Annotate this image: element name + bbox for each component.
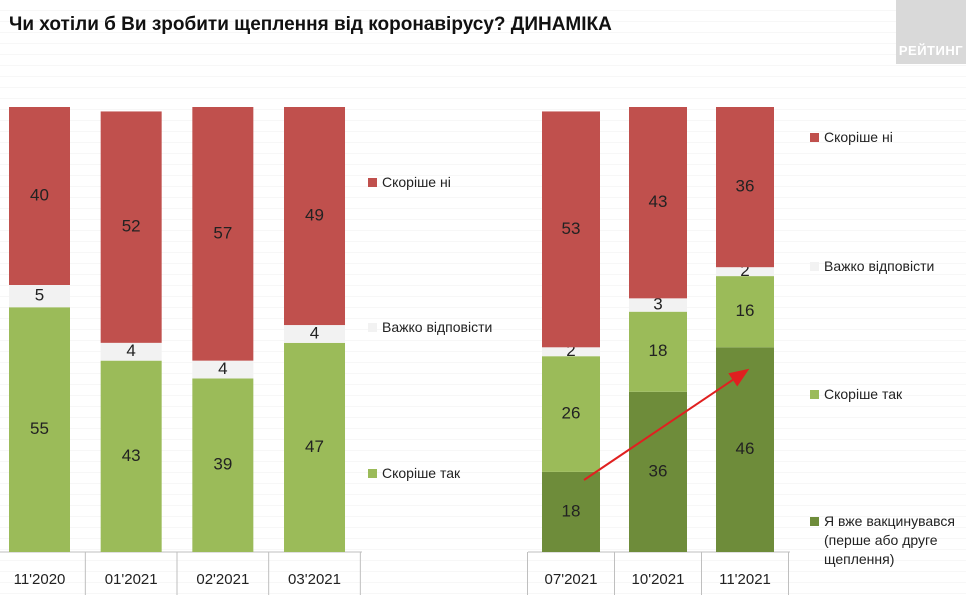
bar-segment-скоріше-ні <box>629 107 687 299</box>
legend-label: Скоріше ні <box>824 129 893 145</box>
data-label: 39 <box>213 455 232 474</box>
bar-segment-важко-відповісти <box>100 342 162 361</box>
data-label: 47 <box>305 437 324 456</box>
data-label: 43 <box>649 192 668 211</box>
legend-label: Скоріше ні <box>382 174 451 190</box>
bar-segment-скоріше-так <box>542 356 600 472</box>
x-tick-label: 02'2021 <box>196 571 249 588</box>
data-label: 36 <box>736 177 755 196</box>
data-label: 53 <box>562 219 581 238</box>
bar-segment-важко-відповісти <box>542 347 600 357</box>
bar-segment-скоріше-ні <box>284 107 346 326</box>
x-tick-label: 07'2021 <box>545 571 598 588</box>
bar-segment-важко-відповісти <box>192 360 254 379</box>
legend-swatch <box>368 323 377 332</box>
data-label: 4 <box>310 323 319 342</box>
bar-segment-скоріше-ні <box>542 111 600 348</box>
data-label: 40 <box>30 185 49 204</box>
legend-label: (перше або друге <box>824 532 938 548</box>
x-tick-label: 11'2021 <box>719 571 771 588</box>
bar-segment-важко-відповісти <box>716 267 774 277</box>
legend-swatch <box>368 178 377 187</box>
page-title: Чи хотіли б Ви зробити щеплення від коро… <box>9 14 612 35</box>
data-label: 5 <box>35 286 44 305</box>
data-label: 55 <box>30 419 49 438</box>
bar-segment-скоріше-так <box>284 342 346 552</box>
x-tick-label: 11'2020 <box>14 571 66 588</box>
bar-segment-скоріше-ні <box>100 111 162 343</box>
legend-label: Скоріше так <box>824 386 903 402</box>
chart-right: 18 26 2 53 07'2021 36 18 3 43 10'2021 46 16 2 36 11'20… <box>527 107 955 595</box>
chart-left: 5554011'20204345201'20213945702'20214744… <box>0 107 492 595</box>
bar-segment-скоріше-так <box>629 311 687 392</box>
legend-label: Скоріше так <box>382 465 461 481</box>
data-label: 52 <box>122 217 141 236</box>
legend-swatch <box>810 390 819 399</box>
logo-text: РЕЙТИНГ <box>898 43 964 58</box>
data-label: 43 <box>122 446 141 465</box>
x-tick-label: 03'2021 <box>288 571 341 588</box>
bar-segment-я-вже-вакцинувався-перше-або-друге-щеплення <box>542 471 600 552</box>
data-label: 18 <box>562 501 581 520</box>
data-label: 18 <box>649 341 668 360</box>
data-label: 57 <box>213 223 232 242</box>
bar-segment-скоріше-так <box>9 307 70 552</box>
bar-segment-скоріше-так <box>100 360 162 552</box>
bar-segment-скоріше-так <box>192 378 254 552</box>
data-label: 16 <box>736 301 755 320</box>
data-label: 26 <box>562 404 581 423</box>
data-label: 3 <box>653 295 662 314</box>
rating-logo: РЕЙТИНГ <box>896 0 966 64</box>
data-label: 49 <box>305 206 324 225</box>
x-tick-label: 01'2021 <box>105 571 158 588</box>
data-label: 2 <box>566 341 575 360</box>
legend-swatch <box>810 133 819 142</box>
bar-segment-скоріше-ні <box>716 107 774 268</box>
data-label: 4 <box>126 341 135 360</box>
x-tick-label: 10'2021 <box>632 571 685 588</box>
legend-label: Важко відповісти <box>382 319 492 335</box>
legend-label: Я вже вакцинувався <box>824 513 955 529</box>
data-label: 46 <box>736 439 755 458</box>
data-label: 4 <box>218 359 227 378</box>
legend-label: Важко відповісти <box>824 258 934 274</box>
bar-segment-скоріше-так <box>716 276 774 348</box>
bar-segment-важко-відповісти <box>284 325 346 343</box>
data-label: 2 <box>740 261 749 280</box>
legend-swatch <box>368 469 377 478</box>
data-label: 36 <box>649 461 668 480</box>
trend-arrow <box>583 368 750 481</box>
bar-segment-важко-відповісти <box>629 298 687 312</box>
legend-label: щеплення) <box>824 551 894 567</box>
bar-segment-я-вже-вакцинувався-перше-або-друге-щеплення <box>629 391 687 552</box>
bar-segment-скоріше-ні <box>192 107 254 361</box>
bar-segment-важко-відповісти <box>9 285 70 308</box>
legend-swatch <box>810 517 819 526</box>
legend-swatch <box>810 262 819 271</box>
bar-segment-скоріше-ні <box>9 107 70 285</box>
